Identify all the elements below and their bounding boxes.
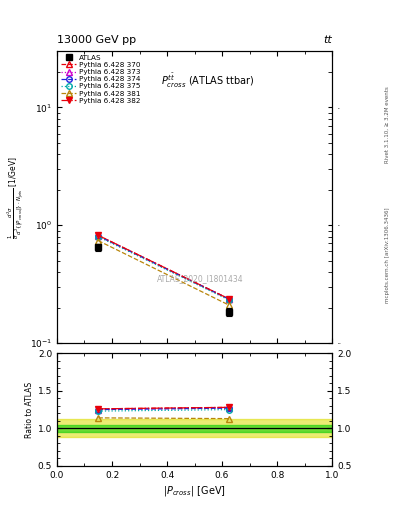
Bar <box>57 419 332 437</box>
Text: mcplots.cern.ch [arXiv:1306.3436]: mcplots.cern.ch [arXiv:1306.3436] <box>385 208 389 303</box>
Text: 13000 GeV pp: 13000 GeV pp <box>57 35 136 46</box>
Y-axis label: $\frac{1}{\sigma}\frac{d^2\sigma}{d^2\{|P_{cross}|\}\cdot N_{jets}}$ [1/GeV]: $\frac{1}{\sigma}\frac{d^2\sigma}{d^2\{|… <box>6 156 26 239</box>
Text: ATLAS_2020_I1801434: ATLAS_2020_I1801434 <box>157 274 243 283</box>
Legend: ATLAS, Pythia 6.428 370, Pythia 6.428 373, Pythia 6.428 374, Pythia 6.428 375, P: ATLAS, Pythia 6.428 370, Pythia 6.428 37… <box>59 53 142 105</box>
Text: Rivet 3.1.10, ≥ 3.2M events: Rivet 3.1.10, ≥ 3.2M events <box>385 86 389 162</box>
Text: $P_{cross}^{t\bar{t}}$ (ATLAS ttbar): $P_{cross}^{t\bar{t}}$ (ATLAS ttbar) <box>162 72 255 90</box>
X-axis label: $|P_{cross}|$ [GeV]: $|P_{cross}|$ [GeV] <box>163 484 226 498</box>
Text: tt: tt <box>323 35 332 46</box>
Y-axis label: Ratio to ATLAS: Ratio to ATLAS <box>25 381 33 438</box>
Bar <box>57 424 332 432</box>
